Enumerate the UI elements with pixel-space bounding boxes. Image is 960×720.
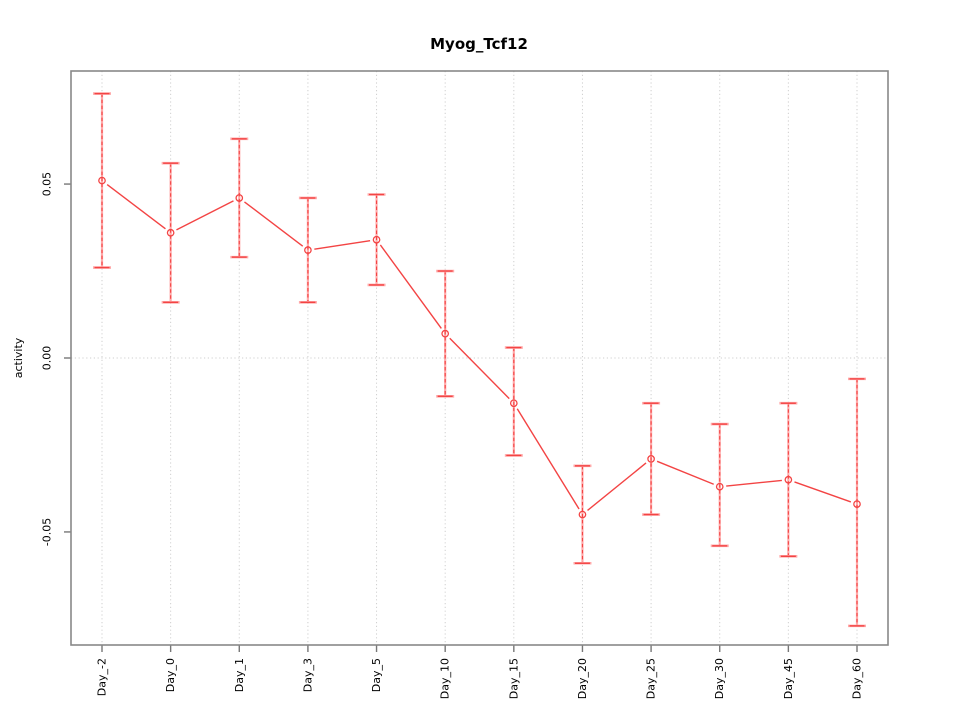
series-line-segment — [516, 408, 580, 510]
x-tick-label: Day_1 — [233, 658, 246, 692]
series-line-segment — [379, 244, 442, 329]
plot-box — [70, 70, 889, 646]
data-point-marker — [304, 246, 312, 255]
x-tick-label: Day_5 — [370, 658, 383, 692]
series-line-segment — [314, 240, 371, 250]
series-line-segment — [794, 481, 852, 503]
series-line-segment — [726, 479, 782, 487]
y-tick-label: 0.05 — [41, 172, 54, 197]
series-line-segment — [244, 201, 304, 247]
frame-layer — [70, 70, 889, 646]
data-series-layer — [93, 92, 866, 628]
data-point-marker — [578, 510, 587, 519]
x-tick-label: Day_3 — [301, 658, 314, 692]
data-point-marker — [166, 228, 175, 237]
data-point-marker — [372, 235, 381, 244]
grid-layer — [71, 71, 888, 645]
data-point-marker — [853, 500, 861, 508]
x-tick-label: Day_15 — [507, 658, 520, 699]
y-axis-title: activity — [12, 337, 25, 378]
data-point-marker — [98, 176, 106, 185]
x-tick-label: Day_30 — [713, 658, 726, 699]
x-tick-label: Day_60 — [851, 658, 864, 699]
x-tick-label: Day_45 — [782, 658, 795, 699]
series-line-segment — [176, 200, 234, 231]
data-point-marker — [235, 194, 244, 202]
x-tick-label: Day_0 — [164, 658, 177, 692]
y-tick-label: -0.05 — [41, 518, 54, 546]
y-tick-label: 0.00 — [41, 346, 54, 371]
series-line-segment — [106, 183, 166, 230]
x-tick-label: Day_10 — [439, 658, 452, 699]
series-line-segment — [449, 337, 510, 400]
data-point-marker — [647, 455, 655, 463]
axis-layer: 0.05 0.00 -0.05 Day_-2 Day_0 Day_1 Day_3 Day_5 D… — [41, 172, 864, 699]
x-tick-label: Day_25 — [645, 658, 658, 699]
series-line-segment — [656, 460, 714, 485]
data-point-marker — [715, 482, 724, 491]
x-tick-label: Day_-2 — [96, 658, 109, 696]
data-point-marker — [509, 399, 518, 408]
data-point-marker — [441, 329, 450, 338]
series-line-segment — [587, 462, 647, 511]
data-point-marker — [784, 475, 793, 484]
chart-title: Myog_Tcf12 — [430, 35, 528, 53]
x-tick-label: Day_20 — [576, 658, 589, 699]
